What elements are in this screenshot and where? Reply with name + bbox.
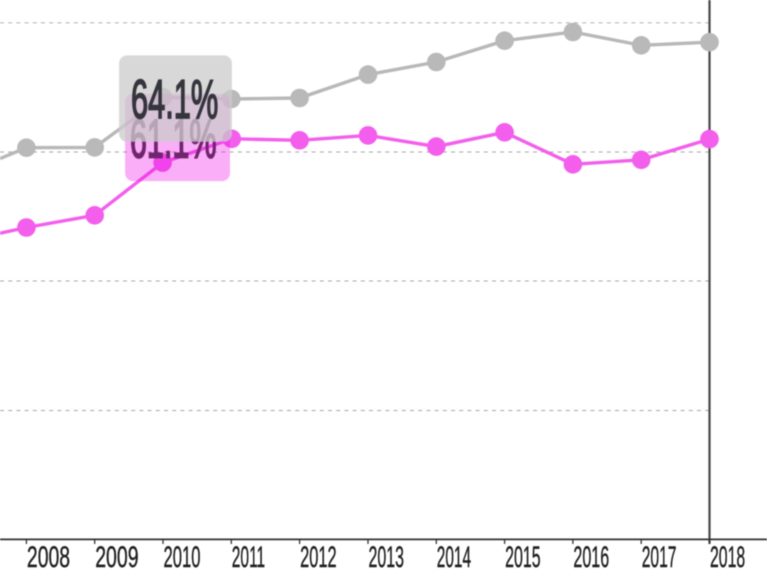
svg-text:2013: 2013 (369, 541, 405, 574)
svg-text:2008: 2008 (27, 541, 70, 574)
svg-text:2017: 2017 (642, 541, 677, 574)
svg-text:2018: 2018 (710, 541, 745, 574)
svg-text:2011: 2011 (232, 541, 265, 574)
svg-text:2014: 2014 (437, 541, 471, 574)
svg-text:64.1%: 64.1% (131, 69, 218, 130)
svg-text:2015: 2015 (505, 541, 540, 574)
svg-text:2012: 2012 (300, 541, 337, 574)
svg-text:2009: 2009 (95, 541, 138, 574)
svg-text:2016: 2016 (573, 541, 609, 574)
svg-text:2010: 2010 (164, 541, 201, 574)
